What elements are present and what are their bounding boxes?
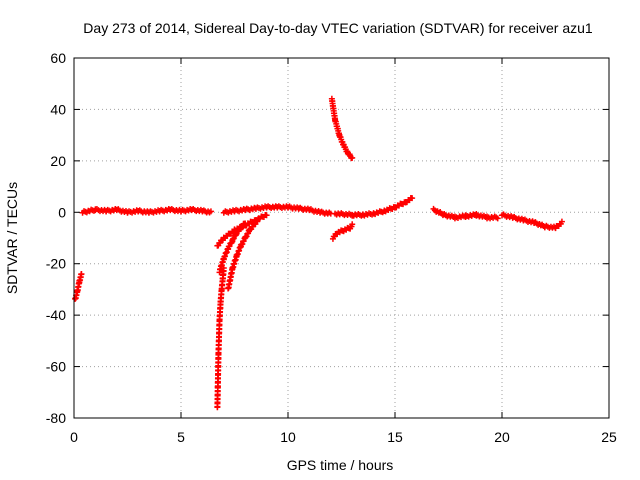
- x-tick-label: 0: [70, 429, 78, 445]
- y-tick-label: -80: [46, 410, 66, 426]
- data-segment: [499, 211, 565, 232]
- data-point: [349, 154, 356, 161]
- data-point: [255, 216, 262, 223]
- y-tick-label: -40: [46, 307, 66, 323]
- x-tick-label: 15: [387, 429, 403, 445]
- data-point: [207, 208, 214, 215]
- y-tick-label: 60: [50, 50, 66, 66]
- data-segment: [329, 221, 356, 242]
- tick-labels: 0 5 10 15 20 25 -80 -60 -40 -20 0 20 40 60: [46, 50, 617, 445]
- x-tick-label: 25: [601, 429, 617, 445]
- grid-lines: [74, 58, 609, 418]
- data-segment: [430, 205, 501, 222]
- data-segment: [225, 216, 262, 292]
- x-axis-label: GPS time / hours: [287, 457, 394, 473]
- y-tick-label: 0: [58, 204, 66, 220]
- y-tick-label: 40: [50, 101, 66, 117]
- data-point: [349, 221, 356, 228]
- data-segment: [79, 205, 214, 216]
- y-tick-label: -20: [46, 256, 66, 272]
- data-point: [263, 212, 270, 219]
- data-point: [494, 215, 501, 222]
- axes-frame: [73, 57, 610, 419]
- y-tick-label: -60: [46, 359, 66, 375]
- data-segment: [328, 95, 356, 162]
- x-tick-label: 10: [280, 429, 296, 445]
- chart-title: Day 273 of 2014, Sidereal Day-to-day VTE…: [83, 20, 593, 36]
- data-point: [78, 271, 85, 277]
- x-tick-label: 5: [177, 429, 185, 445]
- y-tick-label: 20: [50, 153, 66, 169]
- data-segment: [214, 264, 227, 411]
- data-points: [72, 95, 565, 411]
- data-segment: [72, 271, 85, 302]
- data-point: [409, 195, 416, 202]
- plot-frame: [73, 57, 610, 419]
- data-segment: [332, 195, 416, 219]
- data-segment: [220, 203, 334, 217]
- data-point: [558, 218, 565, 225]
- x-tick-label: 20: [494, 429, 510, 445]
- y-axis-label: SDTVAR / TECUs: [4, 182, 20, 294]
